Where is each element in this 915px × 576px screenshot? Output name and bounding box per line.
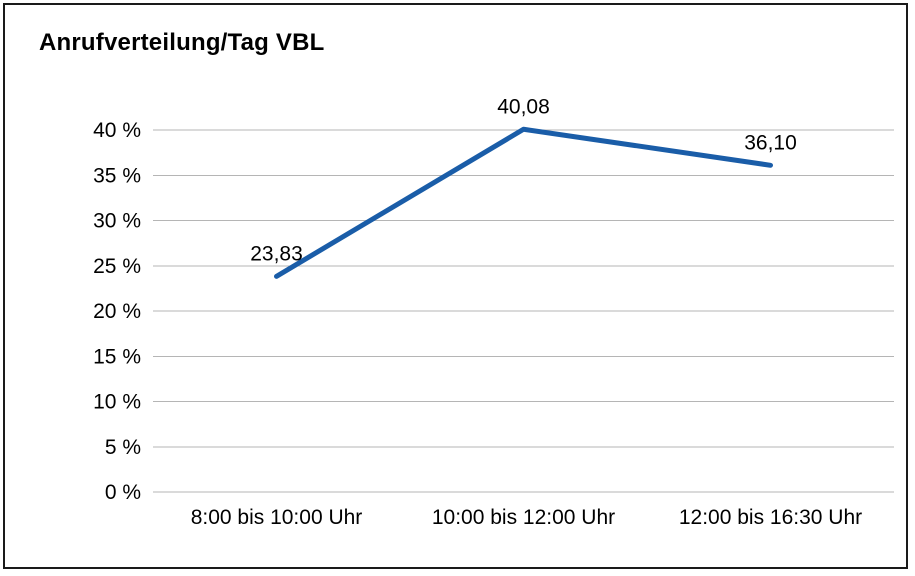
y-tick-label: 30 % <box>93 210 141 233</box>
x-category-label: 8:00 bis 10:00 Uhr <box>191 506 363 529</box>
y-tick-label: 5 % <box>105 436 141 459</box>
data-line <box>274 126 773 279</box>
line-chart: 0 % 5 % 10 % 15 % 20 % 25 % 30 % 35 % 40 % 8:00 b… <box>93 95 894 529</box>
chart-frame: Anrufverteilung/Tag VBL 0 % 5 % 10 % 15 % 20… <box>3 3 908 569</box>
y-tick-label: 35 % <box>93 164 141 187</box>
data-point-label: 36,10 <box>744 131 797 154</box>
x-category-label: 12:00 bis 16:30 Uhr <box>679 506 862 529</box>
y-tick-label: 25 % <box>93 255 141 278</box>
data-point-label: 23,83 <box>250 242 303 265</box>
y-tick-label: 10 % <box>93 391 141 414</box>
y-tick-label: 20 % <box>93 300 141 323</box>
x-category-label: 10:00 bis 12:00 Uhr <box>432 506 615 529</box>
y-tick-label: 0 % <box>105 481 141 504</box>
y-tick-label: 40 % <box>93 119 141 142</box>
y-tick-label: 15 % <box>93 345 141 368</box>
chart-title: Anrufverteilung/Tag VBL <box>39 29 325 56</box>
data-point-label: 40,08 <box>497 95 550 118</box>
